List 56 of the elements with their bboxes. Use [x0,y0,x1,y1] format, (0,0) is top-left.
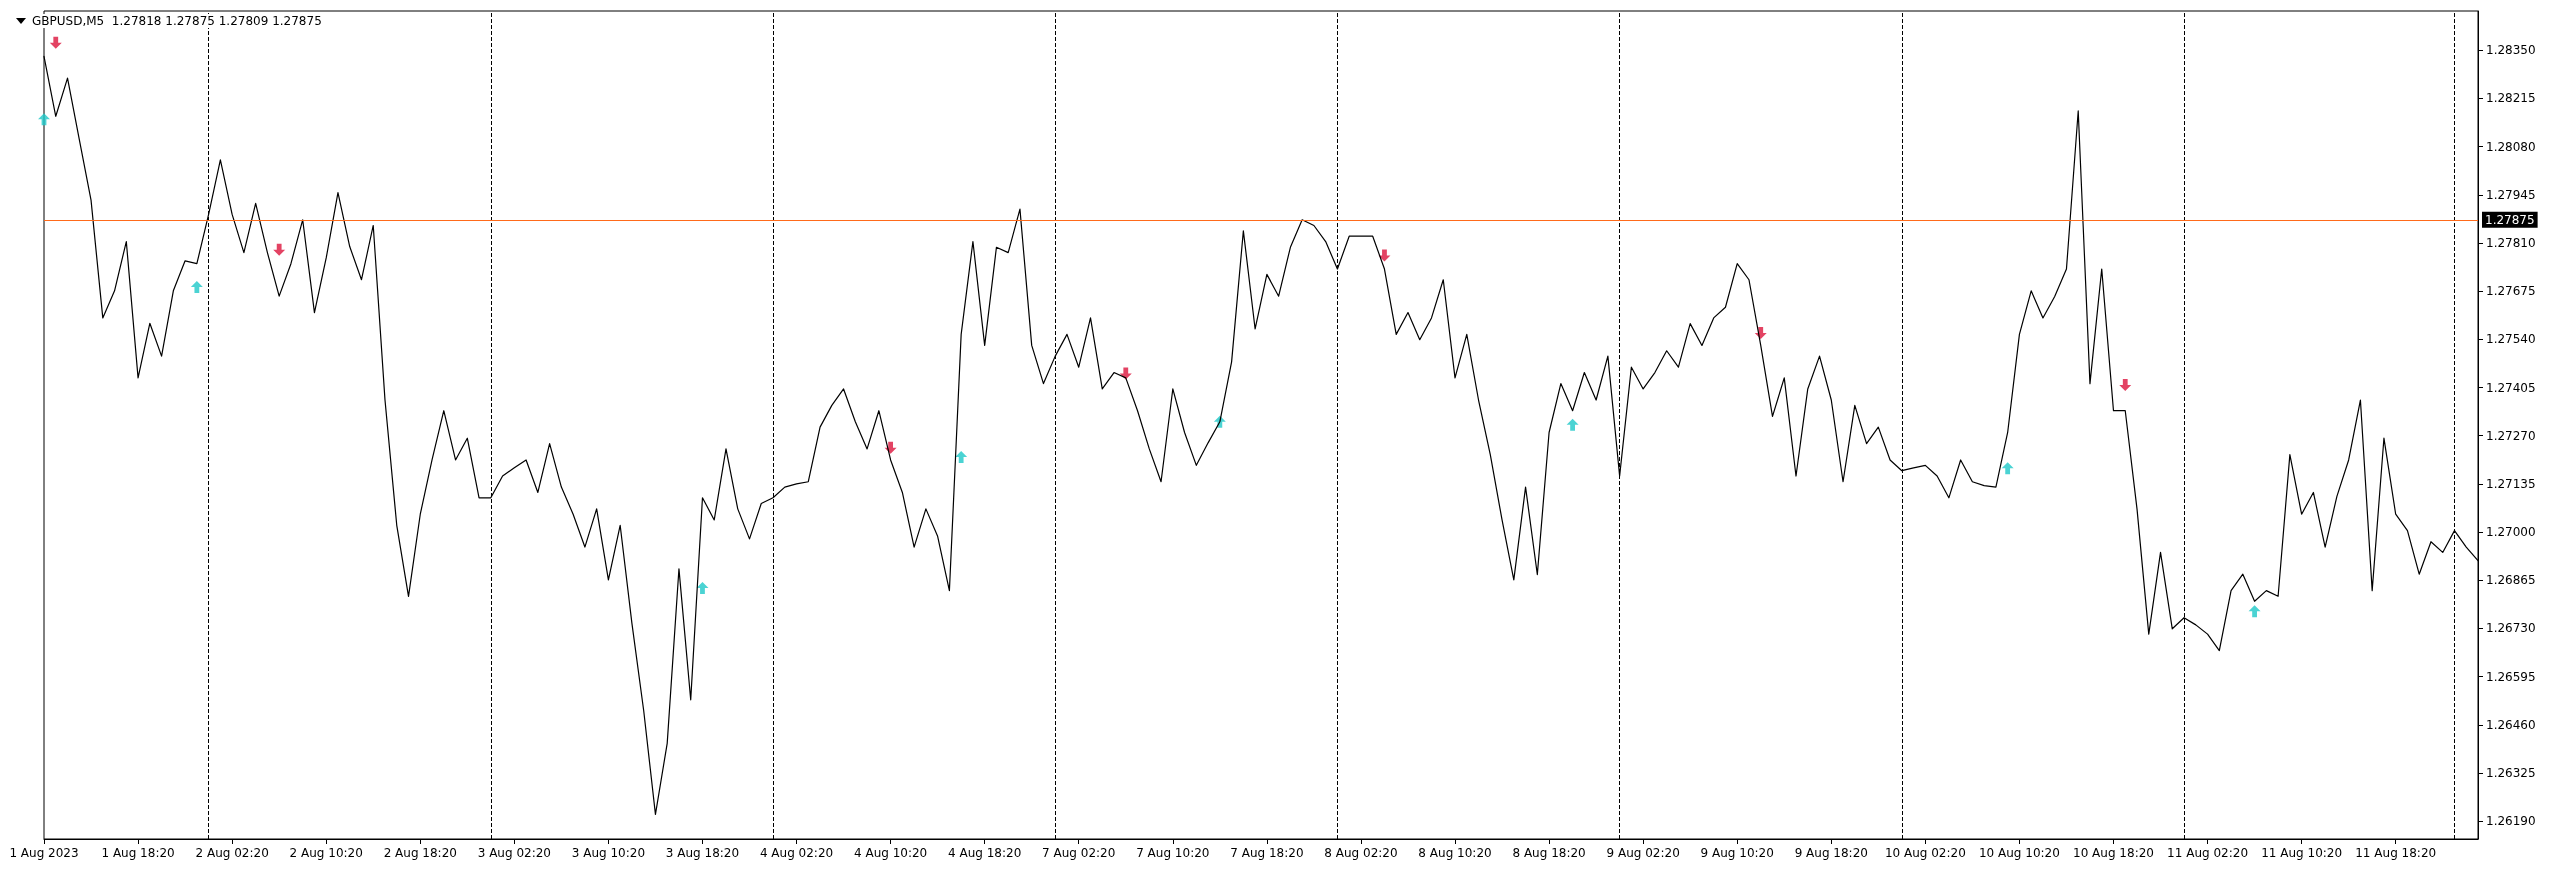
point [1378,249,1391,262]
x-tick-label: 8 Aug 02:20 [1324,846,1398,860]
y-tick-label: 1.28080 [2486,139,2536,154]
y-tick-label: 1.27675 [2486,284,2536,299]
y-tick-label: 1.27540 [2486,332,2536,347]
point [1566,418,1579,431]
y-tick-label: 1.26190 [2486,814,2536,829]
y-tick-label: 1.28350 [2486,43,2536,58]
x-tick-label: 11 Aug 18:20 [2355,846,2437,860]
y-tick-label: 1.27810 [2486,235,2536,250]
y-tick-label: 1.27270 [2486,428,2536,443]
x-tick-label: 10 Aug 10:20 [1978,846,2060,860]
x-tick-label: 2 Aug 18:20 [383,846,457,860]
x-tick-label: 3 Aug 02:20 [477,846,551,860]
point [2119,379,2132,392]
y-tick-label: 1.28215 [2486,91,2536,106]
point [2248,605,2261,618]
x-tick-label: 7 Aug 02:20 [1042,846,1116,860]
x-tick-label: 8 Aug 18:20 [1512,846,1586,860]
y-tick-label: 1.26460 [2486,717,2536,732]
point [2001,462,2014,475]
x-tick-label: 7 Aug 10:20 [1136,846,1210,860]
y-tick-label: 1.26325 [2486,765,2536,780]
x-tick-label: 2 Aug 02:20 [195,846,269,860]
x-tick-label: 3 Aug 10:20 [571,846,646,860]
point [696,582,709,595]
x-tick-label: 2 Aug 10:20 [289,846,363,860]
y-tick-label: 1.27405 [2486,380,2536,395]
x-tick-label: 8 Aug 10:20 [1418,846,1492,860]
x-tick-label: 4 Aug 18:20 [948,846,1022,860]
x-tick-label: 9 Aug 10:20 [1700,846,1774,860]
point [273,243,286,256]
chart-title: GBPUSD,M5 1.27818 1.27875 1.27809 1.27875 [32,14,322,28]
y-tick-label: 1.26865 [2486,573,2536,588]
x-tick-label: 9 Aug 02:20 [1606,846,1680,860]
x-tick-label: 9 Aug 18:20 [1794,846,1868,860]
y-tick-label: 1.26730 [2486,621,2536,636]
y-tick-label: 1.26595 [2486,669,2536,684]
point [884,441,897,454]
x-tick-label: 3 Aug 18:20 [665,846,740,860]
x-tick-label: 1 Aug 18:20 [101,846,175,860]
y-tick-label: 1.27135 [2486,476,2536,491]
x-tick-label: 1 Aug 2023 [9,846,79,860]
x-tick-label: 11 Aug 10:20 [2261,846,2343,860]
y-tick-label: 1.27000 [2486,525,2536,540]
x-tick-label: 4 Aug 02:20 [759,846,834,860]
point [190,280,203,293]
point [49,36,62,49]
y-tick-label: 1.27945 [2486,187,2536,202]
x-tick-label: 7 Aug 18:20 [1230,846,1304,860]
x-tick-label: 10 Aug 02:20 [1884,846,1966,860]
x-tick-label: 10 Aug 18:20 [2073,846,2154,860]
ref-line-label: 1.27875 [2485,212,2535,227]
x-tick-label: 4 Aug 10:20 [853,846,928,860]
point [955,451,968,464]
x-tick-label: 11 Aug 02:20 [2167,846,2249,860]
